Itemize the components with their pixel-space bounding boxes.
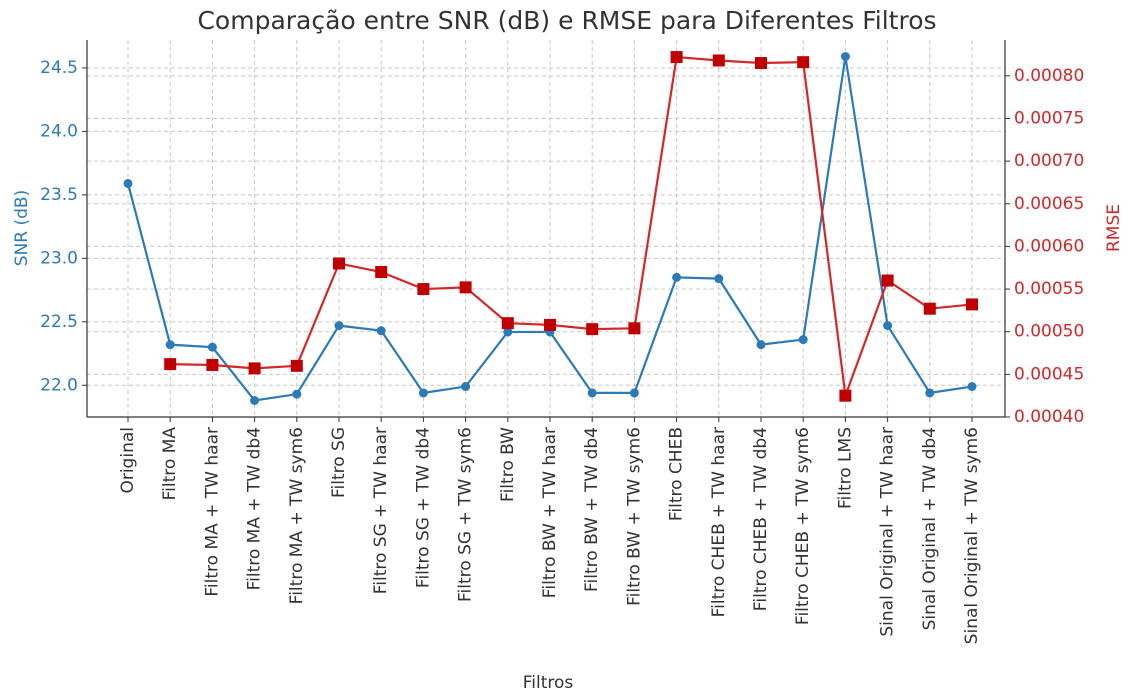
data-point (123, 178, 133, 188)
data-point (712, 54, 725, 67)
data-point (714, 274, 724, 284)
data-point (165, 340, 175, 350)
y-axis-label: SNR (dB) (12, 190, 32, 266)
x-tick-label: Filtro CHEB + TW sym6 (793, 427, 813, 625)
data-point (967, 382, 977, 392)
x-tick-label: Filtro BW + TW db4 (582, 427, 602, 592)
y2-tick-label: 0.00040 (1014, 407, 1084, 427)
y2-tick-label: 0.00070 (1014, 151, 1084, 171)
data-point (629, 388, 639, 398)
x-tick-label: Filtro SG + TW haar (371, 427, 391, 594)
y2-axis-label: RMSE (1104, 204, 1124, 252)
x-tick-label: Filtro MA + TW haar (202, 427, 222, 597)
data-point (587, 388, 597, 398)
x-tick-label: Filtro SG (329, 427, 349, 498)
x-tick-label: Filtro BW + TW haar (540, 427, 560, 598)
x-tick-label: Original (118, 427, 138, 494)
series-line (170, 55, 973, 397)
y2-tick-label: 0.00065 (1014, 194, 1084, 214)
chart-title: Comparação entre SNR (dB) e RMSE para Di… (197, 6, 936, 35)
data-point (966, 298, 978, 311)
data-point (164, 358, 177, 371)
data-point (248, 362, 261, 375)
x-tick-label: Filtro MA (160, 427, 180, 501)
y2-tick-label: 0.00055 (1014, 279, 1084, 299)
data-point (207, 342, 217, 352)
data-point (461, 382, 471, 392)
data-point (250, 395, 260, 405)
y2-tick-label: 0.00050 (1014, 322, 1084, 342)
x-tick-label: Filtro BW (498, 427, 518, 502)
x-tick-label: Filtro CHEB + TW db4 (751, 427, 771, 611)
data-point (417, 283, 430, 296)
x-axis-label: Filtros (523, 673, 574, 693)
x-tick-label: Filtro CHEB + TW haar (709, 427, 729, 617)
y-tick-label: 24.0 (40, 121, 78, 141)
data-point (672, 272, 682, 282)
data-point (798, 335, 808, 345)
y-tick-label: 24.5 (40, 58, 78, 78)
x-tick-label: Filtro MA + TW sym6 (287, 427, 307, 604)
data-point (586, 323, 599, 336)
data-point (670, 51, 683, 64)
x-tick-label: Sinal Original + TW haar (878, 427, 898, 637)
data-point (881, 274, 894, 287)
x-tick-label: Filtro SG + TW db4 (413, 427, 433, 588)
data-point (628, 322, 641, 335)
data-point (883, 321, 893, 331)
y-tick-label: 23.5 (40, 185, 78, 205)
x-tick-label: Filtro MA + TW db4 (245, 427, 265, 590)
y-tick-label: 23.0 (40, 248, 78, 268)
x-tick-label: Sinal Original + TW db4 (920, 427, 940, 630)
data-point (501, 317, 514, 330)
y2-tick-label: 0.00080 (1014, 66, 1084, 86)
data-point (503, 327, 513, 337)
y2-tick-label: 0.00045 (1014, 364, 1084, 384)
data-point (292, 389, 302, 399)
data-point (840, 52, 850, 62)
x-tick-label: Filtro SG + TW sym6 (456, 427, 476, 602)
y-tick-label: 22.5 (40, 312, 78, 332)
y-tick-label: 22.0 (40, 375, 78, 395)
data-point (839, 389, 852, 402)
data-point (459, 281, 472, 294)
data-point (755, 57, 767, 70)
x-tick-label: Sinal Original + TW sym6 (962, 427, 982, 644)
x-tick-label: Filtro LMS (835, 427, 855, 509)
data-point (333, 257, 345, 270)
data-point (418, 388, 428, 398)
data-point (925, 388, 935, 398)
y2-tick-label: 0.00060 (1014, 236, 1084, 256)
data-point (334, 321, 344, 331)
data-point (206, 358, 219, 371)
data-point (375, 266, 388, 278)
y2-tick-label: 0.00075 (1014, 108, 1084, 128)
x-tick-label: Filtro CHEB (667, 427, 687, 521)
data-point (376, 326, 386, 336)
data-point (290, 359, 303, 372)
data-point (756, 340, 766, 350)
data-point (797, 56, 810, 69)
data-point (923, 302, 936, 315)
x-tick-label: Filtro BW + TW sym6 (624, 427, 644, 606)
data-point (544, 318, 556, 331)
